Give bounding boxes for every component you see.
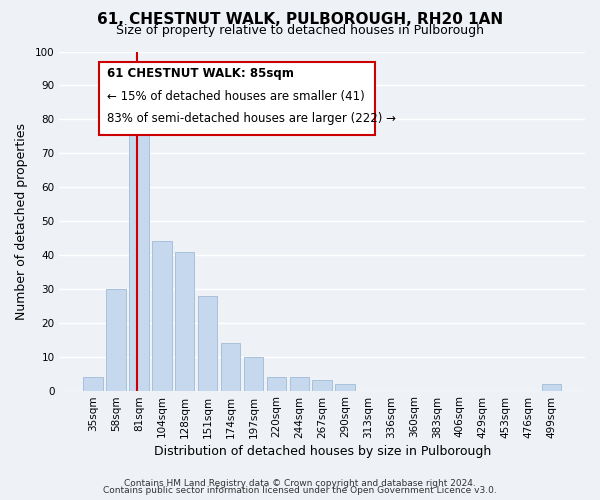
FancyBboxPatch shape [99,62,375,134]
Bar [266,377,286,390]
Bar [290,377,309,390]
Bar [129,122,149,390]
Bar [335,384,355,390]
Bar [152,242,172,390]
Bar [83,377,103,390]
Bar [175,252,194,390]
Text: ← 15% of detached houses are smaller (41): ← 15% of detached houses are smaller (41… [107,90,364,102]
Bar [313,380,332,390]
Bar [198,296,217,390]
Y-axis label: Number of detached properties: Number of detached properties [15,122,28,320]
Text: 61 CHESTNUT WALK: 85sqm: 61 CHESTNUT WALK: 85sqm [107,67,293,80]
Bar [106,289,126,390]
Text: Contains public sector information licensed under the Open Government Licence v3: Contains public sector information licen… [103,486,497,495]
Bar [542,384,561,390]
X-axis label: Distribution of detached houses by size in Pulborough: Distribution of detached houses by size … [154,444,491,458]
Bar [221,343,240,390]
Text: 61, CHESTNUT WALK, PULBOROUGH, RH20 1AN: 61, CHESTNUT WALK, PULBOROUGH, RH20 1AN [97,12,503,28]
Text: Contains HM Land Registry data © Crown copyright and database right 2024.: Contains HM Land Registry data © Crown c… [124,478,476,488]
Bar [244,356,263,390]
Text: Size of property relative to detached houses in Pulborough: Size of property relative to detached ho… [116,24,484,37]
Text: 83% of semi-detached houses are larger (222) →: 83% of semi-detached houses are larger (… [107,112,396,126]
